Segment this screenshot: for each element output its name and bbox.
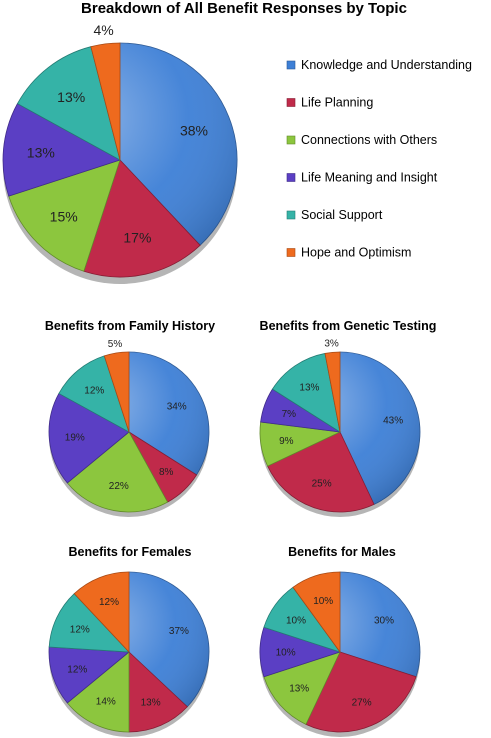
slice-label: 4% (93, 22, 113, 38)
slice-label: 13% (299, 383, 319, 394)
pie-slice-connections-with-others (263, 651, 341, 725)
slice-label: 10% (313, 596, 333, 607)
legend-label: Social Support (301, 208, 383, 222)
pie-slice-hope-and-optimism (292, 571, 341, 654)
slice-label: 13% (57, 89, 85, 105)
slice-label: 17% (123, 230, 151, 246)
slice-label: 43% (383, 416, 403, 427)
males-pie: 30% 27% 13% 10% 10% 10% (259, 571, 421, 737)
males-pie-chart: Benefits for Males 30% 27% 13% 10% 10% 10% (259, 545, 421, 737)
slice-label: 38% (180, 123, 208, 139)
pie-slice-connections-with-others (66, 651, 130, 733)
slice-label: 10% (286, 616, 306, 627)
pie-slice-connections-with-others (66, 431, 169, 513)
slice-label: 19% (65, 433, 85, 444)
slice-label: 30% (374, 616, 394, 627)
slice-label: 7% (282, 409, 297, 420)
legend-label: Life Meaning and Insight (301, 171, 438, 185)
slice-label: 12% (84, 386, 104, 397)
slice-label: 9% (279, 436, 294, 447)
family-history-title: Benefits from Family History (45, 319, 215, 333)
slice-label: 12% (99, 597, 119, 608)
slice-label: 10% (276, 648, 296, 659)
slice-label: 5% (108, 339, 123, 350)
slice-label: 12% (67, 664, 87, 675)
slice-label: 15% (50, 208, 78, 224)
pie-slice-life-planning (305, 651, 417, 733)
pie-slice-hope-and-optimism (324, 351, 341, 433)
genetic-testing-pie-chart: Benefits from Genetic Testing 43% 25% 9% 7%… (259, 319, 437, 517)
legend-label: Knowledge and Understanding (301, 58, 472, 72)
females-pie-chart: Benefits for Females 37% 13% 14% 12% 12% 12% (48, 545, 210, 737)
main-chart-title: Breakdown of All Benefit Responses by To… (81, 0, 407, 17)
legend: Knowledge and Understanding Life Planning… (286, 58, 472, 260)
males-title: Benefits for Males (288, 545, 396, 559)
pie-slice-life-meaning-and-insight (48, 646, 131, 704)
pie-slice-life-meaning-and-insight (2, 103, 122, 197)
slice-label: 37% (169, 626, 189, 637)
legend-label: Hope and Optimism (301, 246, 411, 260)
legend-swatch (286, 210, 296, 220)
slice-label: 3% (324, 338, 339, 349)
legend-swatch (286, 98, 296, 107)
legend-swatch (286, 248, 296, 257)
legend-swatch (286, 135, 296, 145)
slice-label: 14% (96, 697, 116, 708)
legend-label: Connections with Others (301, 133, 437, 147)
pie-slice-social-support (271, 352, 341, 433)
genetic-testing-pie: 43% 25% 9% 7% 13% 3% (259, 338, 421, 517)
pie-slice-connections-with-others (8, 159, 121, 272)
slice-label: 12% (70, 624, 90, 635)
pie-slice-social-support (58, 355, 130, 433)
slice-label: 13% (141, 697, 161, 708)
legend-swatch (286, 60, 296, 70)
pie-slice-life-planning (267, 431, 375, 513)
slice-label: 25% (312, 479, 332, 490)
slice-label: 13% (289, 684, 309, 695)
genetic-testing-title: Benefits from Genetic Testing (260, 319, 437, 333)
family-history-pie-chart: Benefits from Family History 34% 8% 22% 19%… (45, 319, 215, 517)
pie-slice-hope-and-optimism (103, 351, 130, 433)
pie-slice-social-support (16, 46, 121, 161)
pie-slice-hope-and-optimism (90, 42, 121, 161)
pie-slice-social-support (48, 593, 130, 653)
pie-slice-life-meaning-and-insight (48, 392, 130, 484)
slice-label: 13% (27, 145, 55, 161)
family-history-pie: 34% 8% 22% 19% 12% 5% (48, 339, 210, 517)
pie-slice-life-planning (128, 651, 188, 733)
slice-label: 22% (109, 481, 129, 492)
legend-swatch (286, 173, 296, 182)
females-pie: 37% 13% 14% 12% 12% 12% (48, 571, 210, 737)
main-pie: 38% 17% 15% 13% 13% 4% (2, 22, 238, 284)
slice-label: 8% (159, 467, 174, 478)
pie-slice-life-planning (83, 159, 201, 278)
pie-slice-hope-and-optimism (73, 571, 130, 654)
slice-label: 34% (167, 401, 187, 412)
slice-label: 27% (352, 697, 372, 708)
females-title: Benefits for Females (69, 545, 192, 559)
legend-label: Life Planning (301, 96, 373, 110)
